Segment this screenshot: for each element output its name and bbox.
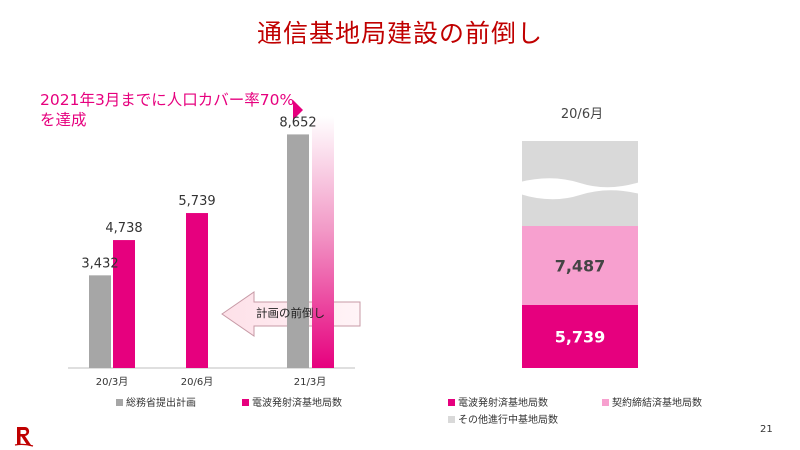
page-number: 21	[760, 424, 773, 435]
left-bar-chart: 3,432 4,738 5,739 8,652 20/3月 20/6月 21/3月 総務省…	[68, 100, 361, 409]
data-label-plan-0: 3,432	[81, 256, 118, 271]
data-label-plan-2: 8,652	[279, 115, 316, 130]
bar-emitted-0	[113, 240, 135, 368]
x-tick-label-1: 20/6月	[181, 376, 213, 388]
x-tick-label-0: 20/3月	[96, 376, 128, 388]
legend-label-other: その他進行中基地局数	[458, 413, 558, 426]
bar-plan-0	[89, 275, 111, 368]
legend-label-contract: 契約締結済基地局数	[612, 396, 702, 409]
legend-label-emitted-right: 電波発射済基地局数	[458, 396, 548, 409]
legend-swatch-contract	[602, 399, 609, 406]
x-tick-label-2: 21/3月	[294, 376, 326, 388]
data-label-emitted-1: 5,739	[178, 194, 215, 209]
stack-label-0: 5,739	[555, 328, 606, 347]
legend-label-emitted: 電波発射済基地局数	[252, 396, 342, 409]
data-label-emitted-0: 4,738	[105, 221, 142, 236]
stack-label-1: 7,487	[555, 257, 606, 276]
bar-target-gradient	[312, 116, 334, 368]
page-title: 通信基地局建設の前倒し	[256, 19, 543, 48]
stack-seg-1	[522, 226, 638, 305]
legend-swatch-other	[448, 416, 455, 423]
legend-swatch-emitted-right	[448, 399, 455, 406]
bar-plan-2	[287, 134, 309, 368]
target-arrow-marker	[293, 100, 303, 120]
stack-seg-0	[522, 305, 638, 368]
right-category-label: 20/6月	[561, 107, 603, 122]
rakuten-logo-icon	[14, 427, 34, 447]
legend-label-plan: 総務省提出計画	[126, 396, 196, 409]
arrow-label: 計画の前倒し	[256, 306, 325, 320]
right-stacked-chart: 20/6月 5,739 7,487 電波発射済基地局数 契約締結済基地局数 その他…	[448, 107, 702, 426]
legend-swatch-emitted	[242, 399, 249, 406]
legend-swatch-plan	[116, 399, 123, 406]
coverage-annotation: 2021年3月までに人口カバー率70%を達成	[40, 91, 295, 129]
axis-break-icon	[520, 178, 640, 200]
bar-emitted-1	[186, 213, 208, 368]
